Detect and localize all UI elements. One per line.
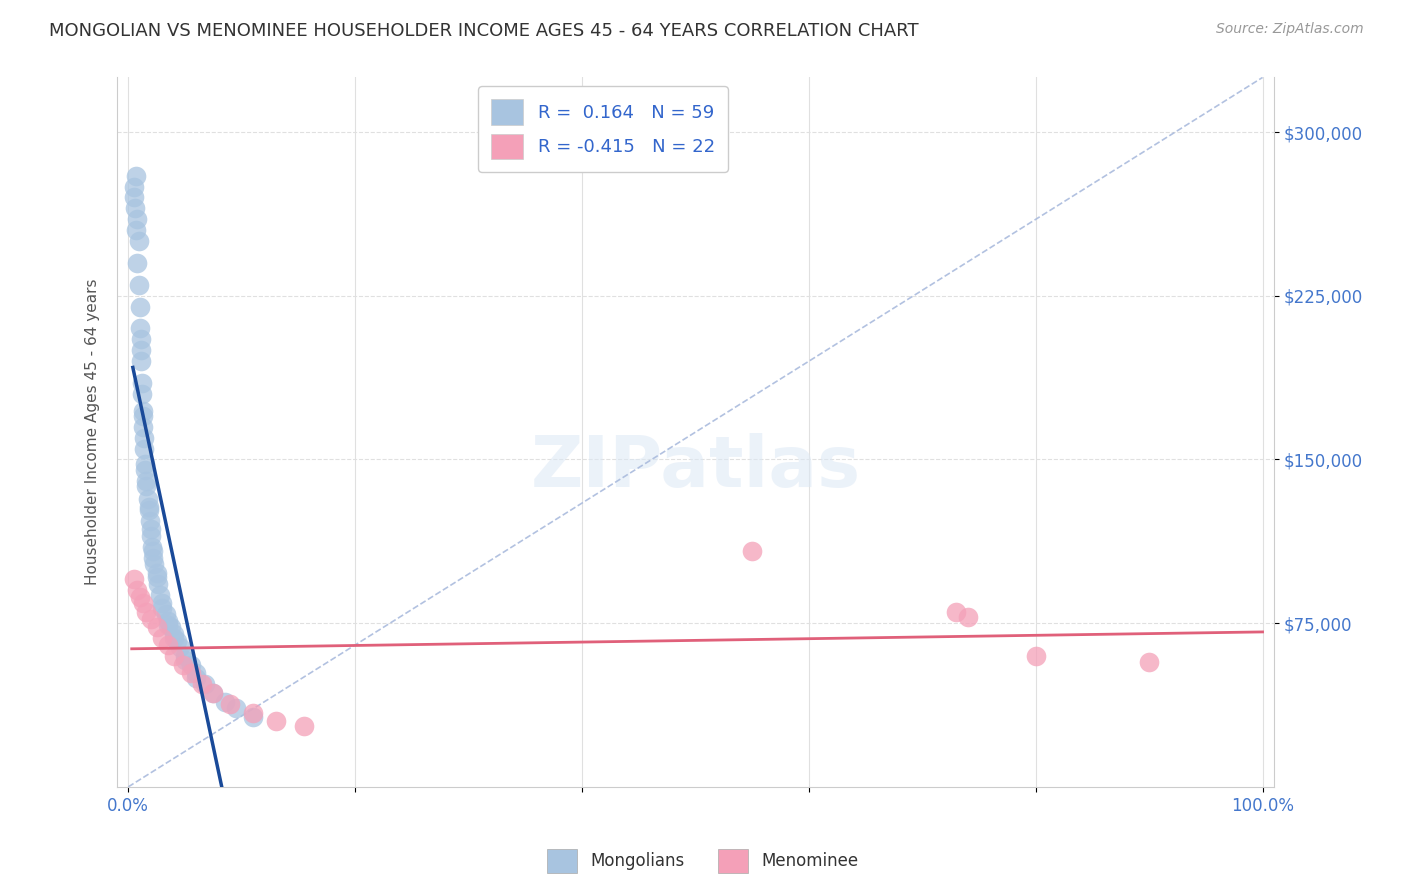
Point [169,640,191,654]
Point [945,605,967,619]
Point [1025,648,1047,663]
Point [194,677,217,691]
Point [134,457,156,471]
Point [132,409,155,423]
Text: Source: ZipAtlas.com: Source: ZipAtlas.com [1216,22,1364,37]
Point [242,710,264,724]
Point [139,612,162,626]
Point [128,300,150,314]
Point [122,179,145,194]
Point [142,550,165,565]
Point [129,332,152,346]
Point [134,431,156,445]
Point [143,558,166,572]
Point [139,522,162,536]
Point [292,719,315,733]
Point [163,632,186,646]
Point [145,620,167,634]
Point [141,540,163,554]
Point [129,354,152,368]
Point [127,212,149,227]
Point [202,686,225,700]
Point [956,609,979,624]
Point [186,666,208,681]
Point [242,706,264,720]
Text: MONGOLIAN VS MENOMINEE HOUSEHOLDER INCOME AGES 45 - 64 YEARS CORRELATION CHART: MONGOLIAN VS MENOMINEE HOUSEHOLDER INCOM… [49,22,920,40]
Point [180,657,202,672]
Point [134,463,156,477]
Point [131,387,153,401]
Point [156,614,179,628]
Point [125,169,148,183]
Point [131,376,153,390]
Point [150,600,173,615]
Point [174,648,197,663]
Point [142,544,165,558]
Legend: R =  0.164   N = 59, R = -0.415   N = 22: R = 0.164 N = 59, R = -0.415 N = 22 [478,87,727,172]
Point [191,677,214,691]
Point [125,223,148,237]
Point [166,633,188,648]
Point [180,666,202,681]
Point [163,648,186,663]
Point [136,491,159,506]
Point [150,597,173,611]
Point [174,653,197,667]
Point [150,632,173,646]
Point [129,343,152,358]
Y-axis label: Householder Income Ages 45 - 64 years: Householder Income Ages 45 - 64 years [86,279,100,585]
Point [128,277,150,292]
Point [145,570,167,584]
Point [138,500,160,515]
Point [132,597,155,611]
Point [146,577,169,591]
Point [163,627,186,641]
Point [128,234,150,248]
Point [138,502,160,516]
Point [124,202,146,216]
Point [128,321,150,335]
Point [219,697,242,711]
Point [132,404,155,418]
Point [172,657,194,672]
Point [135,605,157,619]
Point [156,618,179,632]
Point [155,607,177,622]
Point [139,514,162,528]
Point [127,583,149,598]
Point [127,256,149,270]
Legend: Mongolians, Menominee: Mongolians, Menominee [541,842,865,880]
Point [135,478,157,492]
Point [135,475,157,489]
Point [132,419,155,434]
Point [156,638,179,652]
Point [128,590,150,604]
Point [741,544,763,558]
Point [160,620,183,634]
Point [1137,656,1160,670]
Point [122,190,145,204]
Point [214,695,236,709]
Point [134,442,156,456]
Point [122,573,145,587]
Point [145,566,167,580]
Text: ZIPatlas: ZIPatlas [530,434,860,502]
Point [202,686,225,700]
Point [264,714,287,729]
Point [149,588,172,602]
Point [139,529,162,543]
Point [225,701,247,715]
Point [186,671,208,685]
